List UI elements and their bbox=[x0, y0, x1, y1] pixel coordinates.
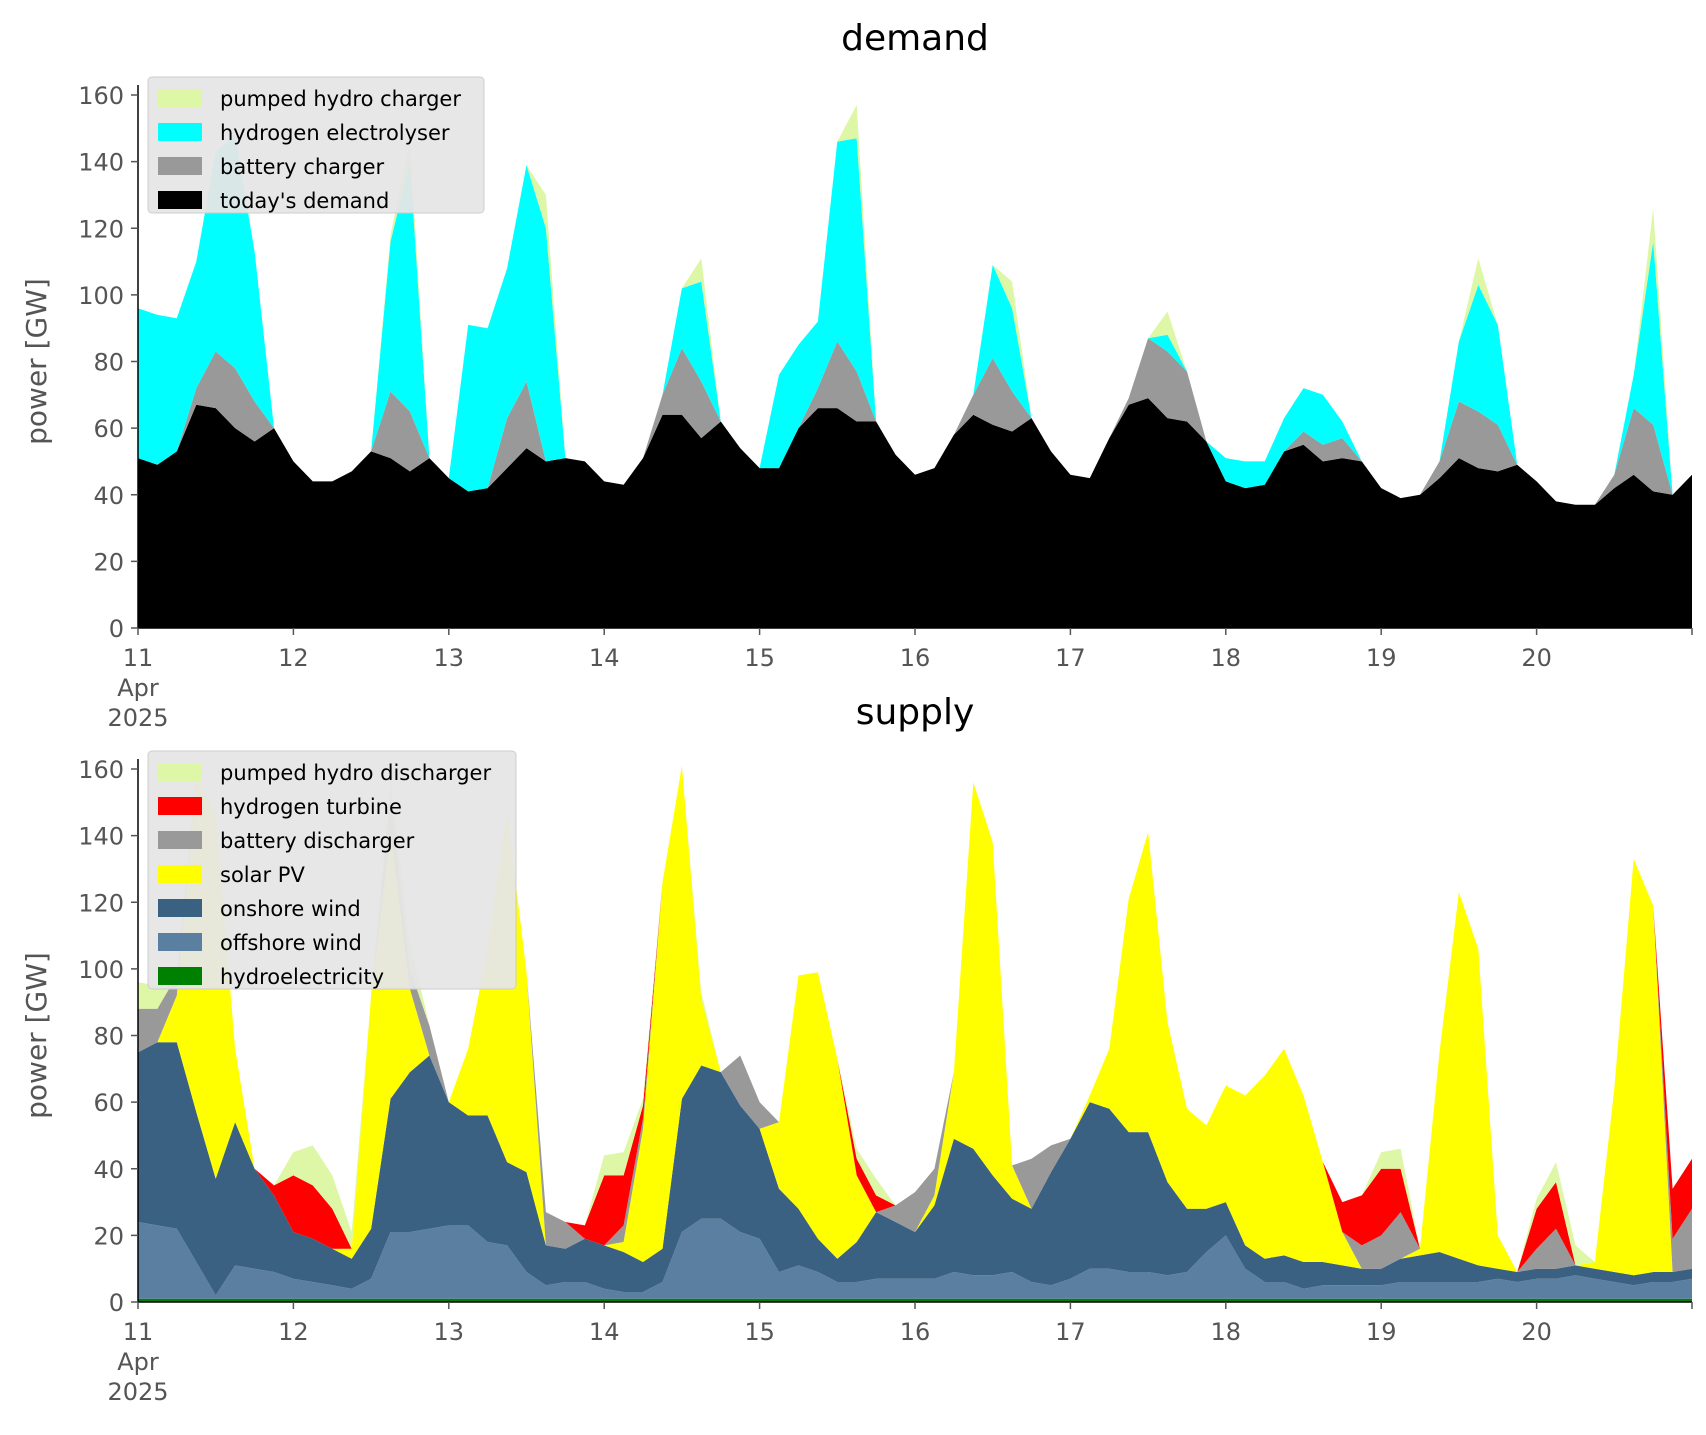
x-tick-label: 12 bbox=[278, 644, 309, 672]
legend-swatch bbox=[158, 123, 202, 141]
legend-label: offshore wind bbox=[220, 931, 362, 955]
x-tick-label: 17 bbox=[1055, 1318, 1086, 1346]
x-tick-label: 18 bbox=[1211, 644, 1242, 672]
y-axis-label: power [GW] bbox=[20, 278, 53, 445]
legend-swatch bbox=[158, 89, 202, 107]
series-area-solar-pv bbox=[138, 765, 1692, 1276]
x-tick-label: 16 bbox=[900, 644, 931, 672]
x-tick-sublabel: 2025 bbox=[107, 704, 168, 732]
y-tick-label: 20 bbox=[93, 1222, 124, 1250]
x-tick-label: 19 bbox=[1366, 1318, 1397, 1346]
legend-label: battery discharger bbox=[220, 829, 415, 853]
y-tick-label: 140 bbox=[78, 149, 124, 177]
x-tick-sublabel: Apr bbox=[117, 1348, 159, 1376]
x-tick-label: 14 bbox=[589, 644, 620, 672]
legend-swatch bbox=[158, 967, 202, 985]
y-tick-label: 40 bbox=[93, 1156, 124, 1184]
x-tick-label: 11 bbox=[123, 644, 154, 672]
legend-label: hydroelectricity bbox=[220, 965, 384, 989]
legend-box bbox=[147, 76, 485, 214]
y-tick-label: 160 bbox=[78, 82, 124, 110]
x-tick-label: 15 bbox=[744, 644, 775, 672]
y-tick-label: 60 bbox=[93, 415, 124, 443]
legend-swatch bbox=[158, 899, 202, 917]
legend-label: hydrogen turbine bbox=[220, 795, 402, 819]
legend-box bbox=[147, 750, 517, 990]
x-tick-sublabel: Apr bbox=[117, 674, 159, 702]
legend-swatch bbox=[158, 763, 202, 781]
series-area-today-s-demand bbox=[138, 398, 1692, 628]
y-tick-label: 120 bbox=[78, 215, 124, 243]
legend-swatch bbox=[158, 191, 202, 209]
legend-swatch bbox=[158, 797, 202, 815]
legend-swatch bbox=[158, 865, 202, 883]
x-tick-label: 16 bbox=[900, 1318, 931, 1346]
y-tick-label: 120 bbox=[78, 889, 124, 917]
legend-label: hydrogen electrolyser bbox=[220, 121, 450, 145]
x-tick-label: 19 bbox=[1366, 644, 1397, 672]
y-tick-label: 0 bbox=[109, 615, 124, 643]
x-tick-label: 11 bbox=[123, 1318, 154, 1346]
series-area-hydrogen-turbine bbox=[138, 765, 1692, 1272]
legend-label: pumped hydro charger bbox=[220, 87, 461, 111]
legend: pumped hydro discharger hydrogen turbine b… bbox=[147, 750, 517, 990]
y-tick-label: 80 bbox=[93, 1023, 124, 1051]
legend-label: today's demand bbox=[220, 189, 389, 213]
y-tick-label: 100 bbox=[78, 282, 124, 310]
x-tick-label: 18 bbox=[1211, 1318, 1242, 1346]
y-axis-label: power [GW] bbox=[20, 952, 53, 1119]
x-tick-label: 20 bbox=[1521, 1318, 1552, 1346]
y-tick-label: 20 bbox=[93, 548, 124, 576]
y-tick-label: 40 bbox=[93, 482, 124, 510]
demand-panel: demand 0 20 40 60 80 100 120 140 160 power [GW] 11A… bbox=[20, 18, 1693, 732]
supply-panel: supply 0 20 40 60 80 100 120 140 160 power [GW] 11A… bbox=[20, 692, 1693, 1406]
legend-label: pumped hydro discharger bbox=[220, 761, 491, 785]
x-tick-label: 13 bbox=[434, 644, 465, 672]
x-tick-label: 14 bbox=[589, 1318, 620, 1346]
legend-swatch bbox=[158, 157, 202, 175]
y-tick-label: 100 bbox=[78, 956, 124, 984]
chart-title: demand bbox=[841, 18, 989, 59]
legend-swatch bbox=[158, 933, 202, 951]
x-tick-label: 17 bbox=[1055, 644, 1086, 672]
series-area-hydroelectricity bbox=[138, 1298, 1692, 1302]
legend: pumped hydro charger hydrogen electrolyse… bbox=[147, 76, 485, 214]
y-tick-label: 0 bbox=[109, 1289, 124, 1317]
legend-swatch bbox=[158, 831, 202, 849]
x-tick-label: 20 bbox=[1521, 644, 1552, 672]
series-area-offshore-wind bbox=[138, 1218, 1692, 1299]
series-area-hydrogen-electrolyser bbox=[138, 135, 1692, 505]
x-tick-label: 12 bbox=[278, 1318, 309, 1346]
y-tick-label: 60 bbox=[93, 1089, 124, 1117]
chart-title: supply bbox=[856, 692, 975, 733]
y-tick-label: 160 bbox=[78, 756, 124, 784]
legend-label: solar PV bbox=[220, 863, 305, 887]
legend-label: onshore wind bbox=[220, 897, 361, 921]
x-tick-label: 13 bbox=[434, 1318, 465, 1346]
y-tick-label: 80 bbox=[93, 349, 124, 377]
y-tick-label: 140 bbox=[78, 823, 124, 851]
series-area-onshore-wind bbox=[138, 1042, 1692, 1296]
x-tick-label: 15 bbox=[744, 1318, 775, 1346]
legend-label: battery charger bbox=[220, 155, 385, 179]
x-tick-sublabel: 2025 bbox=[107, 1378, 168, 1406]
